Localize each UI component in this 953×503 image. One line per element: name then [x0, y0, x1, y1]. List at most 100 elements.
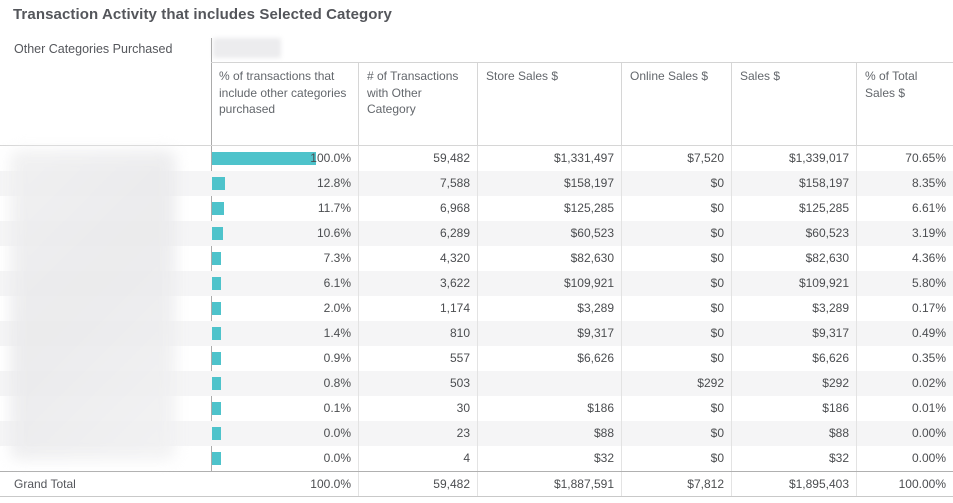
row-label-cell[interactable]: [0, 421, 211, 446]
pct-bar-mark[interactable]: [212, 352, 221, 365]
table-row[interactable]: 0.0% 4 $32 $0 $32 0.00%: [0, 446, 953, 471]
transactions-cell[interactable]: 59,482: [359, 146, 478, 171]
pct-transactions-cell[interactable]: 1.4%: [211, 321, 359, 346]
pct-bar-mark[interactable]: [212, 152, 316, 165]
pct-total-sales-cell[interactable]: 0.01%: [911, 401, 946, 415]
column-header-online-sales[interactable]: Online Sales $: [622, 63, 732, 145]
row-label-cell[interactable]: [0, 271, 211, 296]
row-label-cell[interactable]: [0, 221, 211, 246]
pct-total-sales-cell[interactable]: 0.00%: [911, 426, 946, 440]
sales-cell[interactable]: $82,630: [732, 246, 857, 271]
pct-transactions-cell[interactable]: 0.0%: [211, 421, 359, 446]
pct-transactions-cell[interactable]: 6.1%: [211, 271, 359, 296]
sales-cell[interactable]: $125,285: [732, 196, 857, 221]
table-row[interactable]: 10.6% 6,289 $60,523 $0 $60,523 3.19%: [0, 221, 953, 246]
grand-total-store-sales[interactable]: $1,887,591: [478, 472, 622, 496]
transactions-cell[interactable]: 4,320: [359, 246, 478, 271]
pct-bar-mark[interactable]: [212, 302, 221, 315]
table-row[interactable]: 6.1% 3,622 $109,921 $0 $109,921 5.80%: [0, 271, 953, 296]
grand-total-row[interactable]: Grand Total 100.0% 59,482 $1,887,591 $7,…: [0, 471, 953, 497]
store-sales-cell[interactable]: $1,331,497: [478, 146, 622, 171]
table-row[interactable]: 0.8% 503 $292 $292 0.02%: [0, 371, 953, 396]
pct-transactions-cell[interactable]: 0.8%: [211, 371, 359, 396]
pct-total-sales-cell[interactable]: 0.02%: [911, 376, 946, 390]
online-sales-cell[interactable]: $0: [622, 321, 732, 346]
transactions-cell[interactable]: 4: [359, 446, 478, 471]
column-header-pct-total-sales[interactable]: % of Total Sales $: [865, 69, 918, 100]
pct-total-sales-cell[interactable]: 0.00%: [911, 451, 946, 465]
table-row[interactable]: 1.4% 810 $9,317 $0 $9,317 0.49%: [0, 321, 953, 346]
pct-transactions-cell[interactable]: 0.1%: [211, 396, 359, 421]
transactions-cell[interactable]: 557: [359, 346, 478, 371]
transactions-cell[interactable]: 503: [359, 371, 478, 396]
online-sales-cell[interactable]: $0: [622, 446, 732, 471]
pct-total-sales-cell[interactable]: 4.36%: [911, 251, 946, 265]
store-sales-cell[interactable]: $6,626: [478, 346, 622, 371]
pct-bar-mark[interactable]: [212, 377, 221, 390]
pct-transactions-cell[interactable]: 11.7%: [211, 196, 359, 221]
row-label-cell[interactable]: [0, 321, 211, 346]
transactions-cell[interactable]: 6,968: [359, 196, 478, 221]
online-sales-cell[interactable]: $0: [622, 171, 732, 196]
online-sales-cell[interactable]: $0: [622, 221, 732, 246]
pct-bar-mark[interactable]: [212, 277, 221, 290]
row-label-cell[interactable]: [0, 196, 211, 221]
pct-transactions-cell[interactable]: 0.0%: [211, 446, 359, 471]
online-sales-cell[interactable]: $0: [622, 346, 732, 371]
online-sales-cell[interactable]: $0: [622, 296, 732, 321]
online-sales-cell[interactable]: $0: [622, 421, 732, 446]
grand-total-transactions[interactable]: 59,482: [359, 472, 478, 496]
pct-total-sales-cell[interactable]: 6.61%: [911, 201, 946, 215]
online-sales-cell[interactable]: $0: [622, 396, 732, 421]
grand-total-pct-transactions[interactable]: 100.0%: [211, 472, 359, 496]
pct-total-sales-cell[interactable]: 5.80%: [911, 276, 946, 290]
store-sales-cell[interactable]: $158,197: [478, 171, 622, 196]
transactions-cell[interactable]: 6,289: [359, 221, 478, 246]
pct-total-sales-cell[interactable]: 0.35%: [911, 351, 946, 365]
sales-cell[interactable]: $1,339,017: [732, 146, 857, 171]
store-sales-cell[interactable]: $88: [478, 421, 622, 446]
row-label-cell[interactable]: [0, 146, 211, 171]
pct-transactions-cell[interactable]: 2.0%: [211, 296, 359, 321]
store-sales-cell[interactable]: $9,317: [478, 321, 622, 346]
store-sales-cell[interactable]: $82,630: [478, 246, 622, 271]
pct-total-sales-cell[interactable]: 8.35%: [911, 176, 946, 190]
pct-bar-mark[interactable]: [212, 202, 224, 215]
table-row[interactable]: 7.3% 4,320 $82,630 $0 $82,630 4.36%: [0, 246, 953, 271]
store-sales-cell[interactable]: [478, 371, 622, 396]
column-header-store-sales[interactable]: Store Sales $: [478, 63, 622, 145]
online-sales-cell[interactable]: $0: [622, 246, 732, 271]
column-header-sales[interactable]: Sales $: [732, 63, 857, 145]
store-sales-cell[interactable]: $109,921: [478, 271, 622, 296]
sales-cell[interactable]: $186: [732, 396, 857, 421]
pct-transactions-cell[interactable]: 12.8%: [211, 171, 359, 196]
pct-bar-mark[interactable]: [212, 427, 221, 440]
sales-cell[interactable]: $3,289: [732, 296, 857, 321]
pct-bar-mark[interactable]: [212, 177, 225, 190]
pct-transactions-cell[interactable]: 0.9%: [211, 346, 359, 371]
row-label-cell[interactable]: [0, 396, 211, 421]
pct-bar-mark[interactable]: [212, 252, 221, 265]
transactions-cell[interactable]: 30: [359, 396, 478, 421]
store-sales-cell[interactable]: $3,289: [478, 296, 622, 321]
row-label-cell[interactable]: [0, 246, 211, 271]
sales-cell[interactable]: $158,197: [732, 171, 857, 196]
pct-total-sales-cell[interactable]: 3.19%: [911, 226, 946, 240]
sales-cell[interactable]: $6,626: [732, 346, 857, 371]
row-label-cell[interactable]: [0, 346, 211, 371]
table-row[interactable]: 100.0% 59,482 $1,331,497 $7,520 $1,339,017 70…: [0, 146, 953, 171]
online-sales-cell[interactable]: $0: [622, 196, 732, 221]
transactions-cell[interactable]: 7,588: [359, 171, 478, 196]
online-sales-cell[interactable]: $0: [622, 271, 732, 296]
pct-total-sales-cell[interactable]: 0.17%: [911, 301, 946, 315]
grand-total-online-sales[interactable]: $7,812: [622, 472, 732, 496]
store-sales-cell[interactable]: $60,523: [478, 221, 622, 246]
online-sales-cell[interactable]: $292: [622, 371, 732, 396]
grand-total-pct-total[interactable]: 100.00%: [898, 477, 946, 491]
sales-cell[interactable]: $292: [732, 371, 857, 396]
table-row[interactable]: 12.8% 7,588 $158,197 $0 $158,197 8.35%: [0, 171, 953, 196]
pct-transactions-cell[interactable]: 10.6%: [211, 221, 359, 246]
table-row[interactable]: 11.7% 6,968 $125,285 $0 $125,285 6.61%: [0, 196, 953, 221]
transactions-cell[interactable]: 3,622: [359, 271, 478, 296]
column-header-num-transactions[interactable]: # of Transactions with Other Category: [359, 63, 478, 145]
